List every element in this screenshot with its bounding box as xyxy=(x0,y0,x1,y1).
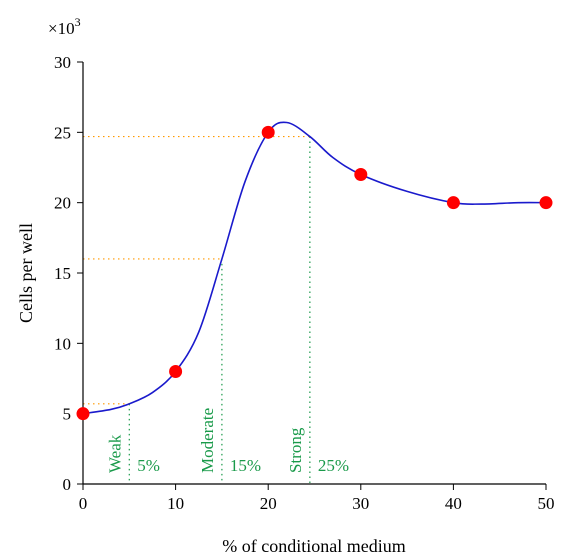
guide-lines xyxy=(83,135,311,484)
y-tick-label: 0 xyxy=(63,475,72,494)
data-point xyxy=(539,196,553,210)
x-tick-label: 0 xyxy=(79,494,88,513)
y-tick-label: 30 xyxy=(54,53,71,72)
y-tick-label: 10 xyxy=(54,334,71,353)
y-multiplier-exponent: 3 xyxy=(75,15,81,29)
data-point xyxy=(76,407,90,421)
y-tick-label: 25 xyxy=(54,123,71,142)
x-tick-label: 30 xyxy=(352,494,369,513)
x-tick-label: 20 xyxy=(260,494,277,513)
data-point xyxy=(169,364,183,378)
axes: 0 5 10 15 20 25 30 0 10 20 30 40 50 xyxy=(54,53,555,513)
data-point xyxy=(261,125,275,139)
y-axis-title: Cells per well xyxy=(16,223,36,323)
fitted-curve-path xyxy=(82,121,547,415)
y-tick-label: 5 xyxy=(63,405,72,424)
data-point xyxy=(446,196,460,210)
annotation-label: Strong xyxy=(286,427,305,473)
annotation-label: Weak xyxy=(105,434,124,473)
x-axis-title: % of conditional medium xyxy=(222,536,405,556)
annotation-percent: 15% xyxy=(230,456,261,475)
annotation-percent: 25% xyxy=(318,456,349,475)
data-point xyxy=(354,168,368,182)
x-tick-label: 40 xyxy=(445,494,462,513)
y-tick-label: 20 xyxy=(54,194,71,213)
x-tick-label: 50 xyxy=(538,494,555,513)
threshold-annotations: Weak 5% Moderate 15% Strong 25% xyxy=(105,408,349,475)
x-tick-label: 10 xyxy=(167,494,184,513)
y-multiplier: ×103 xyxy=(48,15,81,38)
annotation-percent: 5% xyxy=(137,456,160,475)
fitted-curve xyxy=(82,121,547,415)
y-tick-label: 15 xyxy=(54,264,71,283)
data-points xyxy=(76,125,553,421)
annotation-label: Moderate xyxy=(198,408,217,473)
